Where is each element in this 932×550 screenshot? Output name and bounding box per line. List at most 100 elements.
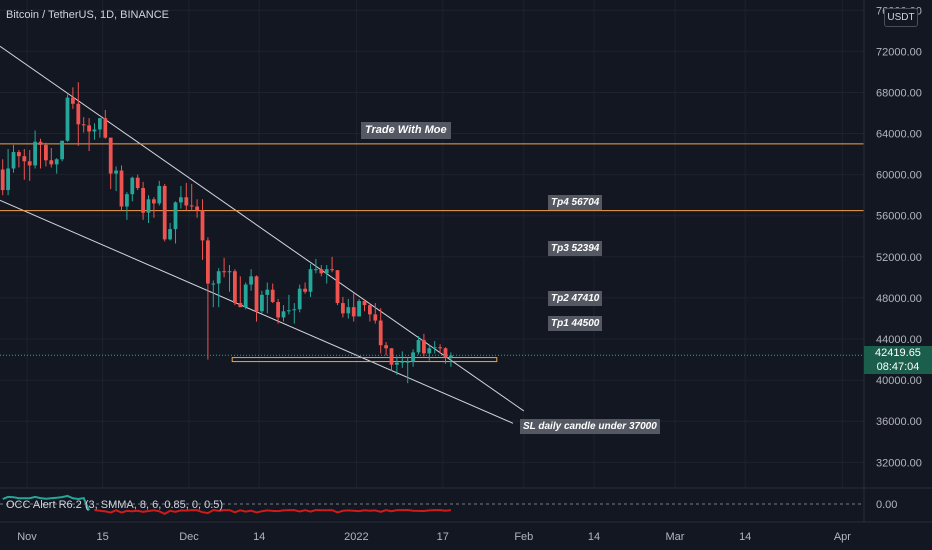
candle-body [373, 314, 378, 321]
candle-body [71, 97, 75, 104]
candle-body [400, 361, 405, 363]
candle-body [427, 348, 432, 354]
time-tick-label: 2022 [344, 531, 368, 543]
candle-body [384, 345, 388, 349]
candle-body [303, 288, 307, 292]
candle-body [33, 141, 37, 166]
candle-body [292, 309, 297, 311]
candle-body [6, 168, 10, 191]
candle-body [314, 269, 318, 271]
candle-body [184, 197, 189, 206]
candle-body [103, 118, 108, 138]
tp3-label: Tp3 52394 [548, 241, 603, 256]
candle-body [76, 103, 81, 125]
candle-body [389, 348, 394, 365]
candle-body [54, 159, 59, 165]
candle-body [27, 161, 32, 166]
candle-body [378, 320, 383, 346]
candle-body [206, 240, 210, 284]
candle-body [87, 125, 91, 132]
candle-body [319, 269, 324, 274]
candle-body [432, 347, 437, 349]
indicator-green-line [2, 494, 91, 511]
candle-body [38, 141, 43, 145]
last-price-tag: 42419.65 [864, 346, 932, 360]
candle-body [243, 284, 248, 308]
candle-body [119, 170, 124, 207]
candle-body [135, 177, 140, 189]
candle-body [249, 276, 253, 285]
candle-body [98, 118, 102, 130]
candle-body [0, 169, 5, 191]
sl-label: SL daily candle under 37000 [520, 419, 660, 434]
indicator-label: OCC Alert R6.2 (3, SMMA, 8, 6, 0.85, 0, … [6, 499, 224, 511]
candle-body [368, 305, 372, 315]
time-tick-label: Mar [666, 531, 685, 543]
chart-title: Bitcoin / TetherUS, 1D, BINANCE [6, 9, 170, 21]
candle-body [254, 276, 259, 312]
candle-body [130, 177, 135, 195]
tp2-label: Tp2 47410 [548, 291, 603, 306]
candle-body [146, 199, 151, 213]
price-tick-label: 72000.00 [876, 46, 922, 58]
price-tick-label: 44000.00 [876, 334, 922, 346]
price-tick-label: 52000.00 [876, 252, 922, 264]
candle-body [422, 340, 426, 354]
candle-body [200, 210, 205, 241]
candle-body [438, 347, 442, 349]
candle-body [125, 194, 129, 207]
countdown-tag: 08:47:04 [864, 360, 932, 374]
candle-body [81, 124, 86, 126]
candle-body [173, 202, 178, 230]
candle-body [346, 307, 351, 314]
candle-body [265, 289, 270, 295]
candle-body [65, 97, 70, 141]
candle-body [341, 303, 345, 314]
candle-body [357, 301, 361, 317]
candle-body [330, 269, 334, 271]
brand-label: Trade With Moe [361, 122, 451, 139]
time-tick-label: 14 [739, 531, 751, 543]
candle-body [297, 288, 302, 310]
time-tick-label: Feb [514, 531, 533, 543]
candle-body [308, 269, 313, 292]
level-box [231, 357, 498, 363]
price-tick-label: 56000.00 [876, 211, 922, 223]
indicator-red-line [94, 508, 452, 516]
time-tick-label: Dec [179, 531, 199, 543]
candle-body [276, 302, 280, 318]
candle-body [270, 289, 275, 303]
candle-body [351, 307, 356, 317]
candle-body [157, 185, 162, 204]
currency-button[interactable]: USDT [884, 8, 918, 27]
candle-body [216, 271, 221, 284]
price-tick-label: 32000.00 [876, 457, 922, 469]
price-tick-label: 48000.00 [876, 293, 922, 305]
candle-body [44, 144, 48, 161]
candle-body [233, 271, 237, 304]
time-tick-label: 14 [253, 531, 265, 543]
candle-body [238, 303, 243, 308]
candle-body [168, 229, 172, 240]
candle-body [227, 271, 232, 273]
candle-body [114, 170, 118, 174]
price-tick-label: 40000.00 [876, 375, 922, 387]
price-tick-label: 64000.00 [876, 129, 922, 141]
candle-body [260, 294, 264, 312]
candle-body [162, 185, 167, 240]
time-tick-label: 15 [96, 531, 108, 543]
tp4-label: Tp4 56704 [548, 195, 603, 210]
candle-body [22, 156, 27, 162]
candle-body [195, 206, 199, 211]
candle-body [49, 160, 54, 165]
price-tick-label: 36000.00 [876, 416, 922, 428]
time-tick-label: 14 [588, 531, 600, 543]
candle-body [449, 355, 453, 358]
candle-body [60, 140, 64, 160]
candle-body [416, 340, 421, 353]
candle-body [152, 199, 156, 204]
indicator-zero-label: 0.00 [876, 499, 897, 511]
price-tick-label: 60000.00 [876, 170, 922, 182]
tp1-label: Tp1 44500 [548, 316, 603, 331]
